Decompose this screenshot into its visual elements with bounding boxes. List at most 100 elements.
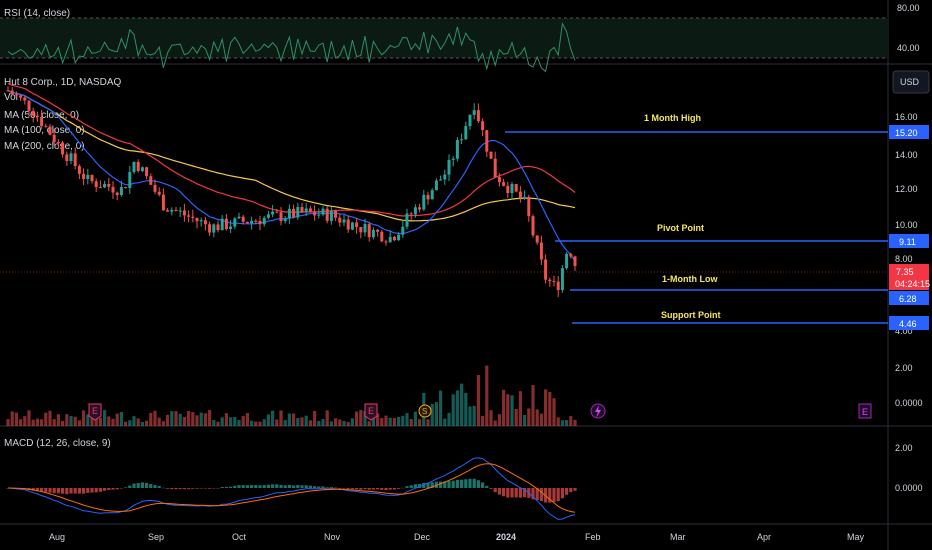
rsi-title: RSI (14, close) bbox=[4, 8, 70, 19]
candle-body bbox=[73, 153, 77, 167]
dividend-marker[interactable]: S bbox=[418, 404, 432, 418]
time-label-apr: Apr bbox=[757, 532, 771, 542]
macd-histogram-bar bbox=[409, 485, 413, 488]
volume-bar bbox=[262, 419, 266, 426]
earnings-marker-2[interactable]: E bbox=[364, 403, 378, 421]
candle-body bbox=[493, 158, 497, 178]
volume-bar bbox=[426, 419, 430, 426]
volume-bar bbox=[405, 413, 409, 426]
volume-bar bbox=[367, 421, 371, 426]
candle-body bbox=[497, 177, 501, 183]
candle-body bbox=[245, 221, 249, 224]
macd-histogram-bar bbox=[250, 485, 254, 488]
macd-histogram-bar bbox=[569, 488, 573, 493]
macd-histogram-bar bbox=[136, 483, 140, 488]
macd-histogram-bar bbox=[170, 488, 174, 490]
volume-bar bbox=[497, 414, 501, 426]
candle-body bbox=[346, 219, 350, 230]
currency-button[interactable] bbox=[892, 70, 930, 94]
volume-bar bbox=[401, 415, 405, 426]
candle-body bbox=[472, 110, 476, 115]
macd-line bbox=[7, 457, 576, 520]
volume-bar bbox=[245, 413, 249, 426]
candle-body bbox=[153, 184, 157, 192]
candle-body bbox=[418, 207, 422, 210]
candle-body bbox=[401, 226, 405, 235]
macd-histogram-bar bbox=[481, 482, 485, 488]
earnings-marker-3[interactable]: E bbox=[858, 403, 872, 419]
macd-histogram-bar bbox=[342, 488, 346, 489]
macd-histogram-bar bbox=[565, 488, 569, 495]
volume-bar bbox=[174, 411, 178, 426]
volume-bar bbox=[510, 395, 514, 426]
candle-body bbox=[573, 256, 577, 266]
price-tick-4: 4.00 bbox=[895, 326, 913, 336]
candle-body bbox=[380, 231, 384, 242]
macd-title: MACD (12, 26, close, 9) bbox=[4, 438, 111, 449]
macd-histogram-bar bbox=[216, 488, 220, 489]
volume-bar bbox=[539, 413, 543, 426]
level-tag-month-low bbox=[889, 291, 929, 305]
volume-bar bbox=[317, 420, 321, 426]
volume-bar bbox=[220, 417, 224, 426]
volume-group bbox=[6, 365, 577, 426]
candle-body bbox=[19, 95, 23, 98]
candle-body bbox=[98, 187, 102, 189]
macd-histogram-bar bbox=[187, 488, 191, 489]
volume-bar bbox=[237, 420, 241, 426]
candle-body bbox=[531, 216, 535, 236]
macd-histogram-bar bbox=[52, 488, 56, 494]
candle-body bbox=[388, 236, 392, 243]
volume-bar bbox=[376, 413, 380, 426]
macd-histogram-bar bbox=[313, 486, 317, 488]
macd-histogram-bar bbox=[292, 485, 296, 488]
candle-body bbox=[48, 126, 52, 135]
volume-bar bbox=[86, 414, 90, 426]
level-tag-support bbox=[889, 316, 929, 330]
candle-body bbox=[539, 242, 543, 260]
candle-body bbox=[355, 222, 359, 227]
macd-histogram-bar bbox=[124, 487, 128, 488]
candle-body bbox=[548, 279, 552, 282]
level-tag-month-high bbox=[889, 125, 929, 139]
volume-bar bbox=[548, 391, 552, 426]
volume-bar bbox=[392, 418, 396, 426]
volume-bar bbox=[493, 420, 497, 426]
candle-body bbox=[220, 218, 224, 231]
macd-histogram-bar bbox=[128, 485, 132, 488]
volume-bar bbox=[103, 410, 107, 426]
candle-body bbox=[481, 121, 485, 131]
level-label-month-high: 1 Month High bbox=[644, 113, 701, 123]
macd-histogram-bar bbox=[439, 481, 443, 488]
candle-body bbox=[195, 217, 199, 222]
candle-body bbox=[258, 220, 262, 225]
volume-bar bbox=[178, 413, 182, 426]
candle-body bbox=[439, 179, 443, 181]
macd-histogram-bar bbox=[413, 484, 417, 488]
price-tick-14: 14.00 bbox=[895, 150, 918, 160]
candle-body bbox=[124, 187, 128, 189]
level-tag-pivot-text: 9.11 bbox=[899, 237, 916, 247]
macd-histogram-bar bbox=[296, 485, 300, 488]
time-label-dec: Dec bbox=[414, 532, 431, 542]
volume-bar bbox=[65, 414, 69, 426]
volume-bar bbox=[468, 406, 472, 426]
macd-histogram-bar bbox=[283, 485, 287, 488]
lightning-icon[interactable] bbox=[590, 403, 606, 419]
volume-bar bbox=[229, 417, 233, 426]
candle-body bbox=[468, 114, 472, 127]
candle-body bbox=[262, 217, 266, 225]
volume-bar bbox=[409, 418, 413, 426]
earnings-marker-1[interactable]: E bbox=[88, 403, 102, 421]
volume-bar bbox=[439, 390, 443, 426]
macd-histogram-bar bbox=[510, 488, 514, 498]
volume-bar bbox=[329, 421, 333, 426]
volume-bar bbox=[233, 416, 237, 426]
candle-body bbox=[544, 259, 548, 280]
candle-body bbox=[363, 224, 367, 233]
macd-histogram-bar bbox=[140, 482, 144, 488]
volume-bar bbox=[191, 412, 195, 426]
volume-bar bbox=[203, 413, 207, 426]
candle-body bbox=[443, 174, 447, 180]
macd-histogram-bar bbox=[460, 479, 464, 488]
